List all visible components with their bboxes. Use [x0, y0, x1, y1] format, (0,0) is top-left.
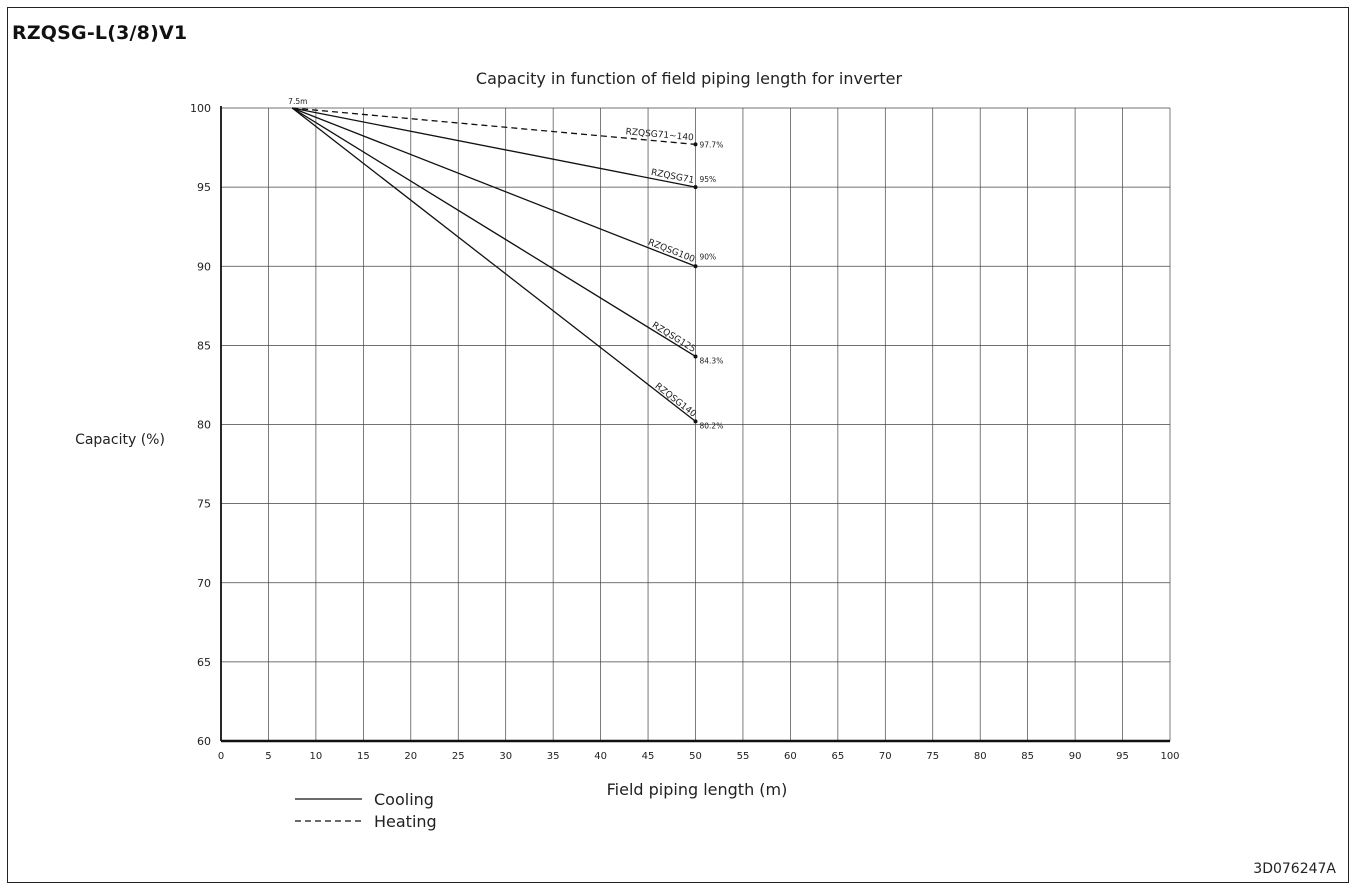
series-line-RZQSG100: [291, 107, 696, 267]
series-line-RZQSG140: [291, 107, 696, 422]
x-tick-65: 65: [831, 751, 844, 762]
legend-label-cooling: Cooling: [374, 790, 434, 809]
series-end-dot-RZQSG71: [693, 185, 698, 190]
series-lines: [291, 107, 698, 424]
series-end-label-RZQSG140: 80.2%: [700, 421, 724, 430]
x-tick-75: 75: [926, 751, 939, 762]
y-tick-100: 100: [190, 102, 211, 115]
series-name-RZQSG125: RZQSG125: [650, 321, 697, 355]
grid: [220, 106, 1171, 743]
x-tick-10: 10: [310, 751, 323, 762]
x-tick-90: 90: [1069, 751, 1082, 762]
series-end-label-RZQSG100: 90%: [700, 252, 717, 261]
document-code: 3D076247A: [1253, 861, 1336, 877]
x-tick-25: 25: [452, 751, 465, 762]
x-tick-5: 5: [265, 751, 271, 762]
y-tick-75: 75: [197, 498, 211, 511]
y-tick-65: 65: [197, 656, 211, 669]
tick-labels: 0 5 10 15 20 25 30 35 40 45 50 55 60 65 70 75 80 85 90 95 10…: [190, 102, 1180, 762]
x-tick-60: 60: [784, 751, 797, 762]
chart-title: Capacity in function of field piping len…: [476, 69, 903, 88]
series-line-RZQSG71: [292, 107, 696, 188]
series-line-RZQSG125: [291, 107, 696, 358]
x-tick-15: 15: [357, 751, 370, 762]
y-tick-80: 80: [197, 419, 211, 432]
series-end-label-RZQSG125: 84.3%: [700, 356, 724, 365]
y-axis-title: Capacity (%): [75, 432, 165, 448]
y-tick-70: 70: [197, 577, 211, 590]
series-name-RZQSG71: RZQSG71: [650, 168, 695, 186]
series-end-dot-RZQSG140: [693, 419, 698, 424]
x-tick-95: 95: [1116, 751, 1129, 762]
series-end-dot-RZQSG100: [693, 264, 698, 269]
series-name-RZQSG100: RZQSG100: [646, 238, 696, 265]
x-tick-85: 85: [1021, 751, 1034, 762]
series-end-dot-RZQSG71~140: [693, 142, 698, 147]
x-tick-0: 0: [218, 751, 224, 762]
series-end-dot-RZQSG125: [693, 354, 698, 359]
y-tick-60: 60: [197, 735, 211, 748]
x-tick-50: 50: [689, 751, 702, 762]
series-end-label-RZQSG71~140: 97.7%: [700, 140, 724, 149]
page-frame: [7, 7, 1349, 883]
x-tick-70: 70: [879, 751, 892, 762]
legend: Cooling Heating: [295, 790, 437, 831]
series-name-RZQSG140: RZQSG140: [653, 382, 698, 420]
x-tick-100: 100: [1160, 751, 1179, 762]
x-tick-45: 45: [642, 751, 655, 762]
x-axis-title: Field piping length (m): [607, 780, 788, 799]
y-tick-85: 85: [197, 339, 211, 352]
x-tick-40: 40: [594, 751, 607, 762]
legend-label-heating: Heating: [374, 812, 437, 831]
x-tick-80: 80: [974, 751, 987, 762]
series-end-label-RZQSG71: 95%: [700, 175, 717, 184]
series-name-RZQSG71~140: RZQSG71~140: [625, 127, 694, 143]
x-tick-35: 35: [547, 751, 560, 762]
x-tick-55: 55: [737, 751, 750, 762]
y-tick-90: 90: [197, 260, 211, 273]
x-tick-30: 30: [499, 751, 512, 762]
y-tick-95: 95: [197, 181, 211, 194]
series-line-RZQSG71~140: [292, 107, 696, 146]
x-tick-20: 20: [404, 751, 417, 762]
model-title: RZQSG-L(3/8)V1: [12, 22, 188, 44]
start-label: 7.5m: [288, 97, 307, 106]
